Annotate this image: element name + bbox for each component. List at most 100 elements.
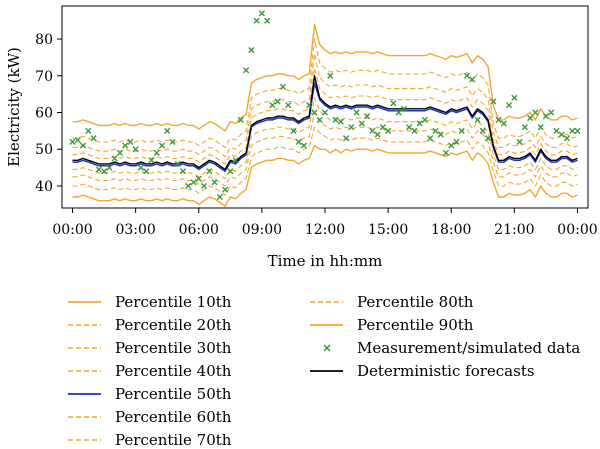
measurement-marker xyxy=(337,118,344,125)
measurement-marker xyxy=(264,17,271,24)
measurement-marker xyxy=(542,113,550,120)
measurement-marker xyxy=(332,116,339,123)
legend-entry: Percentile 60th xyxy=(68,408,232,426)
measurement-marker xyxy=(137,164,144,171)
deterministic-forecasts-line xyxy=(72,75,578,171)
measurement-marker xyxy=(342,135,350,142)
measurement-marker xyxy=(448,142,455,149)
measurement-marker xyxy=(469,76,476,83)
measurement-marker xyxy=(106,164,113,171)
measurement-marker xyxy=(143,168,150,175)
legend-label: Percentile 20th xyxy=(115,316,232,334)
y-tick-label: 50 xyxy=(35,142,53,158)
percentile-80th-line xyxy=(72,38,578,148)
measurement-marker xyxy=(527,114,534,122)
measurement-marker xyxy=(563,135,571,142)
percentile-90th-line xyxy=(72,23,578,132)
x-tick-label: 21:00 xyxy=(494,222,534,238)
measurement-marker xyxy=(153,149,160,157)
legend-entry: Percentile 90th xyxy=(310,316,474,334)
measurement-marker xyxy=(248,46,255,54)
measurement-marker xyxy=(463,72,471,79)
measurement-marker xyxy=(258,10,265,17)
measurement-marker xyxy=(179,168,187,175)
legend-label: Percentile 90th xyxy=(357,316,474,334)
percentile-20th-line xyxy=(72,126,578,196)
measurement-marker xyxy=(253,17,260,24)
measurement-marker xyxy=(484,135,492,142)
x-tick-label: 03:00 xyxy=(115,222,155,238)
legend-label: Measurement/simulated data xyxy=(357,339,580,357)
measurement-marker xyxy=(532,109,539,116)
measurement-marker xyxy=(453,138,460,145)
measurement-marker xyxy=(363,113,371,120)
measurement-markers xyxy=(69,10,581,201)
measurement-marker xyxy=(122,142,129,149)
x-tick-label: 18:00 xyxy=(431,222,471,238)
x-tick-label: 15:00 xyxy=(368,222,408,238)
y-tick-label: 60 xyxy=(35,106,53,122)
x-tick-label: 00:00 xyxy=(557,222,597,238)
x-tick-label: 12:00 xyxy=(305,222,345,238)
measurement-marker xyxy=(427,135,434,142)
legend-label: Percentile 30th xyxy=(115,339,232,357)
measurement-marker xyxy=(69,138,76,145)
measurement-marker xyxy=(285,102,292,109)
measurement-marker xyxy=(421,116,429,123)
legend-label: Percentile 60th xyxy=(115,408,232,426)
x-axis-label: Time in hh:mm xyxy=(268,252,383,270)
measurement-marker xyxy=(442,149,450,157)
measurement-marker xyxy=(190,179,197,186)
measurement-marker xyxy=(437,131,444,138)
legend-entry: Percentile 80th xyxy=(310,293,474,311)
percentile-30th-line xyxy=(72,111,578,187)
measurement-marker xyxy=(521,124,528,131)
measurement-marker xyxy=(290,127,297,134)
measurement-marker xyxy=(148,157,155,164)
measurement-marker xyxy=(432,127,439,134)
y-axis: 40 50 60 70 80 xyxy=(35,32,62,195)
measurement-marker xyxy=(411,127,418,134)
measurement-marker xyxy=(416,120,423,127)
x-axis: 00:00 03:00 06:00 09:00 12:00 15:00 18:00 21:00… xyxy=(52,208,598,238)
legend-label: Percentile 10th xyxy=(115,293,232,311)
y-tick-label: 80 xyxy=(35,32,53,48)
legend-entry: Deterministic forecasts xyxy=(310,362,535,380)
measurement-marker xyxy=(195,175,202,182)
measurement-marker xyxy=(306,102,313,109)
x-tick-label: 00:00 xyxy=(52,222,92,238)
measurement-marker xyxy=(516,138,523,145)
legend-label: Percentile 50th xyxy=(115,385,232,403)
measurement-marker xyxy=(369,127,376,134)
measurement-marker xyxy=(321,109,329,116)
measurement-marker xyxy=(158,142,166,149)
measurement-marker xyxy=(511,94,518,101)
legend-label: Percentile 80th xyxy=(357,293,474,311)
measurement-marker xyxy=(537,124,544,131)
measurement-marker xyxy=(295,138,302,145)
measurement-marker xyxy=(243,67,250,74)
measurement-marker xyxy=(569,127,576,134)
y-tick-label: 70 xyxy=(35,69,53,85)
measurement-marker xyxy=(327,72,334,79)
legend-entry: Percentile 20th xyxy=(68,316,232,334)
measurement-marker xyxy=(358,120,365,127)
measurement-marker xyxy=(127,138,134,145)
measurement-marker xyxy=(553,127,560,134)
x-tick-label: 09:00 xyxy=(242,222,282,238)
measurement-marker xyxy=(395,109,402,116)
measurement-marker xyxy=(185,182,192,190)
measurement-marker xyxy=(474,116,481,123)
measurement-marker xyxy=(558,131,565,138)
measurement-marker xyxy=(164,127,171,134)
measurement-marker xyxy=(353,109,360,116)
percentile-70th-line xyxy=(72,53,578,158)
measurement-marker xyxy=(200,182,208,190)
legend-label: Deterministic forecasts xyxy=(357,362,535,380)
measurement-marker xyxy=(385,127,392,134)
measurement-marker xyxy=(221,186,229,193)
measurement-marker xyxy=(400,105,407,112)
measurement-marker xyxy=(237,116,244,123)
percentile-lines xyxy=(72,23,578,207)
